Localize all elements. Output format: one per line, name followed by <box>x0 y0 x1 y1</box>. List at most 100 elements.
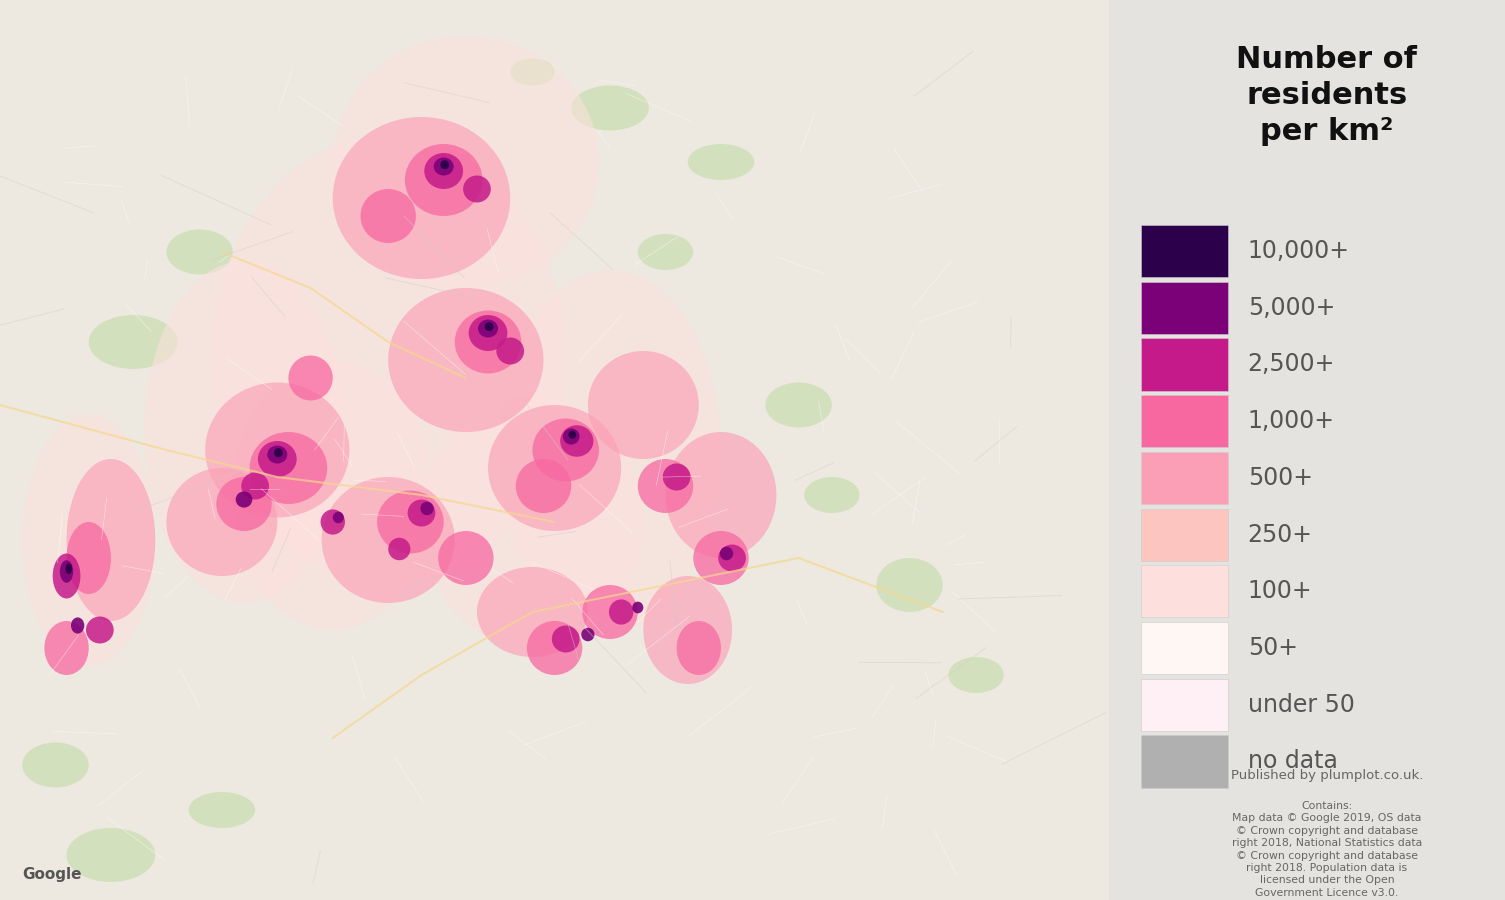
Ellipse shape <box>610 599 634 625</box>
Text: 50+: 50+ <box>1248 636 1297 660</box>
Text: Google: Google <box>23 867 81 882</box>
Ellipse shape <box>441 160 448 169</box>
Ellipse shape <box>516 459 572 513</box>
Text: Published by plumplot.co.uk.: Published by plumplot.co.uk. <box>1231 770 1424 782</box>
Ellipse shape <box>488 405 622 531</box>
Bar <box>1141 338 1228 391</box>
Text: 500+: 500+ <box>1248 466 1312 490</box>
Ellipse shape <box>86 616 114 643</box>
Ellipse shape <box>66 459 155 621</box>
Ellipse shape <box>804 477 859 513</box>
Ellipse shape <box>718 544 746 572</box>
Ellipse shape <box>677 621 721 675</box>
Ellipse shape <box>694 531 748 585</box>
Ellipse shape <box>485 322 494 331</box>
Ellipse shape <box>23 742 89 788</box>
Bar <box>1141 282 1228 334</box>
Text: 1,000+: 1,000+ <box>1248 410 1335 433</box>
Ellipse shape <box>378 491 444 554</box>
Ellipse shape <box>408 500 435 526</box>
Ellipse shape <box>71 617 84 634</box>
Ellipse shape <box>144 261 343 603</box>
Ellipse shape <box>581 628 594 641</box>
Ellipse shape <box>588 351 698 459</box>
Ellipse shape <box>211 135 566 585</box>
Ellipse shape <box>510 58 554 86</box>
Ellipse shape <box>167 230 233 274</box>
Ellipse shape <box>665 432 777 558</box>
Text: no data: no data <box>1248 750 1338 773</box>
Ellipse shape <box>268 446 287 464</box>
Ellipse shape <box>66 828 155 882</box>
Ellipse shape <box>527 621 582 675</box>
Ellipse shape <box>322 477 455 603</box>
Text: Number of
residents
per km²: Number of residents per km² <box>1237 45 1418 146</box>
Ellipse shape <box>361 189 415 243</box>
Bar <box>1141 225 1228 277</box>
Ellipse shape <box>479 320 498 338</box>
Ellipse shape <box>464 176 491 202</box>
Ellipse shape <box>388 288 543 432</box>
Text: Contains:
Map data © Google 2019, OS data
© Crown copyright and database
right 2: Contains: Map data © Google 2019, OS dat… <box>1231 801 1422 898</box>
Text: 100+: 100+ <box>1248 580 1312 603</box>
Ellipse shape <box>766 382 832 428</box>
Ellipse shape <box>497 338 524 364</box>
Ellipse shape <box>632 601 643 614</box>
Ellipse shape <box>643 576 731 684</box>
Bar <box>1141 622 1228 674</box>
Ellipse shape <box>455 310 521 374</box>
Ellipse shape <box>53 554 80 598</box>
Ellipse shape <box>333 117 510 279</box>
Ellipse shape <box>662 464 691 490</box>
Ellipse shape <box>948 657 1004 693</box>
Bar <box>1141 508 1228 561</box>
Bar <box>1141 395 1228 447</box>
Ellipse shape <box>572 86 649 130</box>
Text: 250+: 250+ <box>1248 523 1312 546</box>
Ellipse shape <box>500 270 721 630</box>
Ellipse shape <box>468 315 507 351</box>
Ellipse shape <box>438 531 494 585</box>
Ellipse shape <box>257 441 296 477</box>
Ellipse shape <box>44 621 89 675</box>
Ellipse shape <box>388 537 411 560</box>
Ellipse shape <box>217 477 272 531</box>
Ellipse shape <box>289 356 333 400</box>
Ellipse shape <box>582 585 638 639</box>
Bar <box>1141 565 1228 617</box>
Text: under 50: under 50 <box>1248 693 1354 716</box>
Ellipse shape <box>421 396 643 648</box>
Ellipse shape <box>241 472 269 500</box>
Text: 2,500+: 2,500+ <box>1248 353 1335 376</box>
Ellipse shape <box>638 459 694 513</box>
Ellipse shape <box>167 468 277 576</box>
Ellipse shape <box>552 626 579 652</box>
Ellipse shape <box>433 158 453 176</box>
Ellipse shape <box>333 36 599 288</box>
Bar <box>1141 735 1228 788</box>
Ellipse shape <box>876 558 942 612</box>
Ellipse shape <box>274 448 283 457</box>
Ellipse shape <box>236 491 253 508</box>
Text: 5,000+: 5,000+ <box>1248 296 1335 320</box>
Ellipse shape <box>420 502 433 515</box>
Ellipse shape <box>66 522 111 594</box>
Ellipse shape <box>23 414 155 666</box>
Ellipse shape <box>477 567 588 657</box>
Ellipse shape <box>638 234 694 270</box>
Ellipse shape <box>233 360 432 630</box>
Bar <box>1141 679 1228 731</box>
Ellipse shape <box>533 418 599 482</box>
Text: 10,000+: 10,000+ <box>1248 239 1350 263</box>
Ellipse shape <box>569 430 576 439</box>
Ellipse shape <box>424 153 464 189</box>
Ellipse shape <box>250 432 327 504</box>
Ellipse shape <box>65 563 72 574</box>
Ellipse shape <box>321 509 345 535</box>
Ellipse shape <box>688 144 754 180</box>
Ellipse shape <box>405 144 483 216</box>
Ellipse shape <box>188 792 256 828</box>
Ellipse shape <box>563 428 579 445</box>
Ellipse shape <box>719 546 733 560</box>
Ellipse shape <box>333 511 343 524</box>
